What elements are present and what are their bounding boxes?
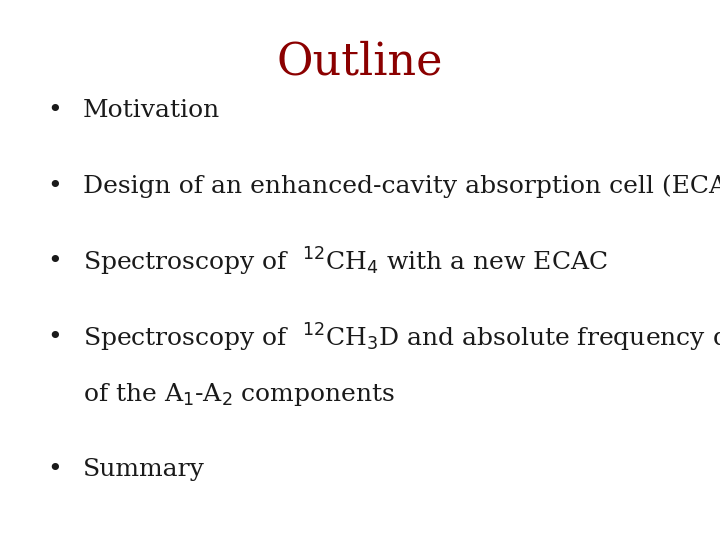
Text: Design of an enhanced-cavity absorption cell (ECAC): Design of an enhanced-cavity absorption … <box>83 174 720 198</box>
Text: Outline: Outline <box>276 40 444 84</box>
Text: •: • <box>47 326 61 349</box>
Text: Spectroscopy of  $^{12}$CH$_4$ with a new ECAC: Spectroscopy of $^{12}$CH$_4$ with a new… <box>83 246 608 278</box>
Text: Spectroscopy of  $^{12}$CH$_3$D and absolute frequency determination: Spectroscopy of $^{12}$CH$_3$D and absol… <box>83 321 720 354</box>
Text: Motivation: Motivation <box>83 99 220 122</box>
Text: •: • <box>47 175 61 198</box>
Text: •: • <box>47 251 61 273</box>
Text: of the A$_1$-A$_2$ components: of the A$_1$-A$_2$ components <box>83 381 395 408</box>
Text: Summary: Summary <box>83 458 204 481</box>
Text: •: • <box>47 458 61 481</box>
Text: •: • <box>47 99 61 122</box>
